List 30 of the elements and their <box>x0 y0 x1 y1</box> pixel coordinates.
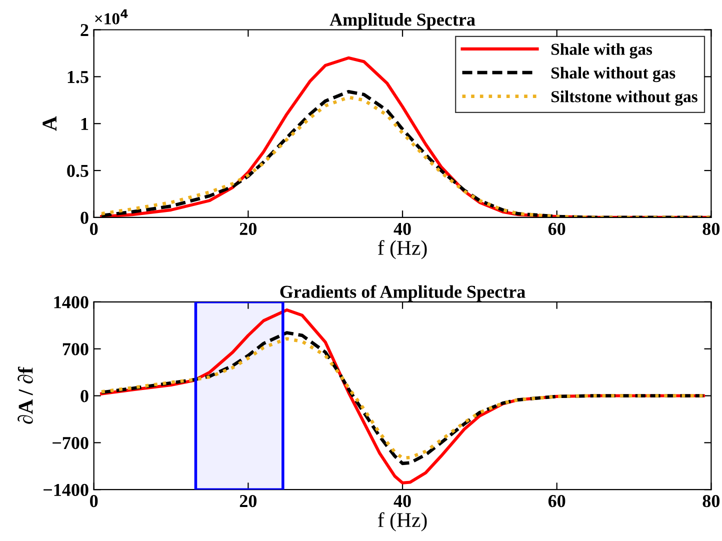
x-axis-title: f (Hz) <box>378 240 427 260</box>
x-tick-label: 80 <box>702 494 720 508</box>
x-tick-label: 20 <box>240 494 257 508</box>
legend-label: Siltstone without gas <box>551 90 698 106</box>
x-tick-label: 40 <box>394 494 411 508</box>
x-tick-label: 60 <box>548 222 566 236</box>
chart-title: Gradients of Amplitude Spectra <box>280 285 526 302</box>
y-tick-label: 2 <box>80 24 88 36</box>
y-tick-label: 0 <box>80 390 88 402</box>
text: ×10$^{4}$ <box>95 9 128 24</box>
y-tick-label: 1400 <box>54 296 88 308</box>
y-tick-label: −700 <box>52 436 88 450</box>
legend-label: Shale without gas <box>551 66 676 82</box>
y-tick-label: 0 <box>80 212 88 224</box>
x-tick-label: 0 <box>90 222 98 236</box>
x-tick-label: 0 <box>90 494 98 508</box>
x-tick-label: 80 <box>702 222 720 236</box>
y-tick-label: 0.5 <box>67 164 88 178</box>
x-axis-title: f (Hz) <box>378 512 427 532</box>
y-tick-label: −1400 <box>44 484 88 496</box>
x-tick-label: 40 <box>394 222 411 236</box>
x-tick-label: 20 <box>240 222 257 236</box>
y-axis-title: A <box>42 116 56 131</box>
y-tick-label: 1 <box>81 118 88 130</box>
y-tick-label: 1.5 <box>68 71 88 84</box>
y-tick-label: 700 <box>62 343 88 356</box>
chart-title: Amplitude Spectra <box>330 13 476 30</box>
legend-label: Shale with gas <box>551 43 652 58</box>
y-axis-title: ∂A / ∂f <box>18 366 33 424</box>
x-tick-label: 60 <box>548 494 566 508</box>
